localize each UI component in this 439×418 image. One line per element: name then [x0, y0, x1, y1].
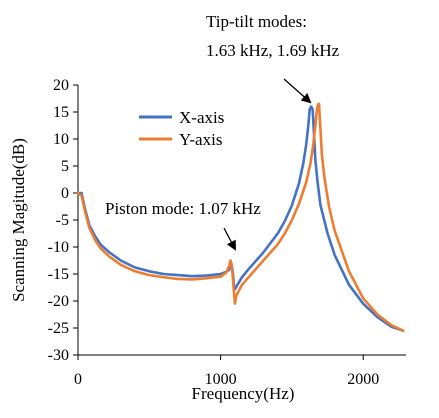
y-tick-label: -5 [56, 212, 69, 229]
x-tick-label: 2000 [347, 371, 379, 388]
annotation-tip-tilt-line1: Tip-tilt modes: [206, 12, 307, 31]
y-tick-label: -30 [48, 347, 69, 364]
legend-label-y-axis: Y-axis [179, 130, 222, 149]
annotation-tip-tilt-line2: 1.63 kHz, 1.69 kHz [206, 41, 340, 60]
annotation-tip-tilt: Tip-tilt modes: 1.63 kHz, 1.69 kHz [206, 12, 340, 104]
y-ticks: 20 15 10 5 0 -5 -10 -15 -20 -25 -30 [48, 77, 78, 364]
y-tick-label: 0 [61, 185, 69, 202]
series-line-y-axis [76, 102, 405, 333]
y-tick-label: -15 [48, 266, 69, 283]
x-tick-label: 0 [74, 371, 82, 388]
annotation-tip-tilt-arrow [283, 78, 312, 104]
legend: X-axis Y-axis [139, 108, 224, 149]
series-lines [76, 102, 405, 333]
y-tick-label: 15 [53, 104, 69, 121]
y-tick-label: 5 [61, 158, 69, 175]
y-tick-label: -20 [48, 293, 69, 310]
annotation-piston: Piston mode: 1.07 kHz [105, 199, 261, 251]
legend-label-x-axis: X-axis [179, 108, 224, 127]
x-tick-label: 1000 [205, 371, 237, 388]
x-ticks: 0 1000 2000 [74, 355, 379, 388]
annotation-piston-text: Piston mode: 1.07 kHz [105, 199, 261, 218]
x-axis-label: Frequency(Hz) [192, 384, 295, 403]
annotation-piston-arrow [223, 227, 236, 251]
y-axis-label: Scanning Magitude(dB) [9, 138, 28, 302]
y-tick-label: 20 [53, 77, 69, 94]
y-tick-label: -10 [48, 239, 69, 256]
series-line-x-axis [76, 105, 405, 333]
y-tick-label: 10 [53, 131, 69, 148]
y-tick-label: -25 [48, 320, 69, 337]
